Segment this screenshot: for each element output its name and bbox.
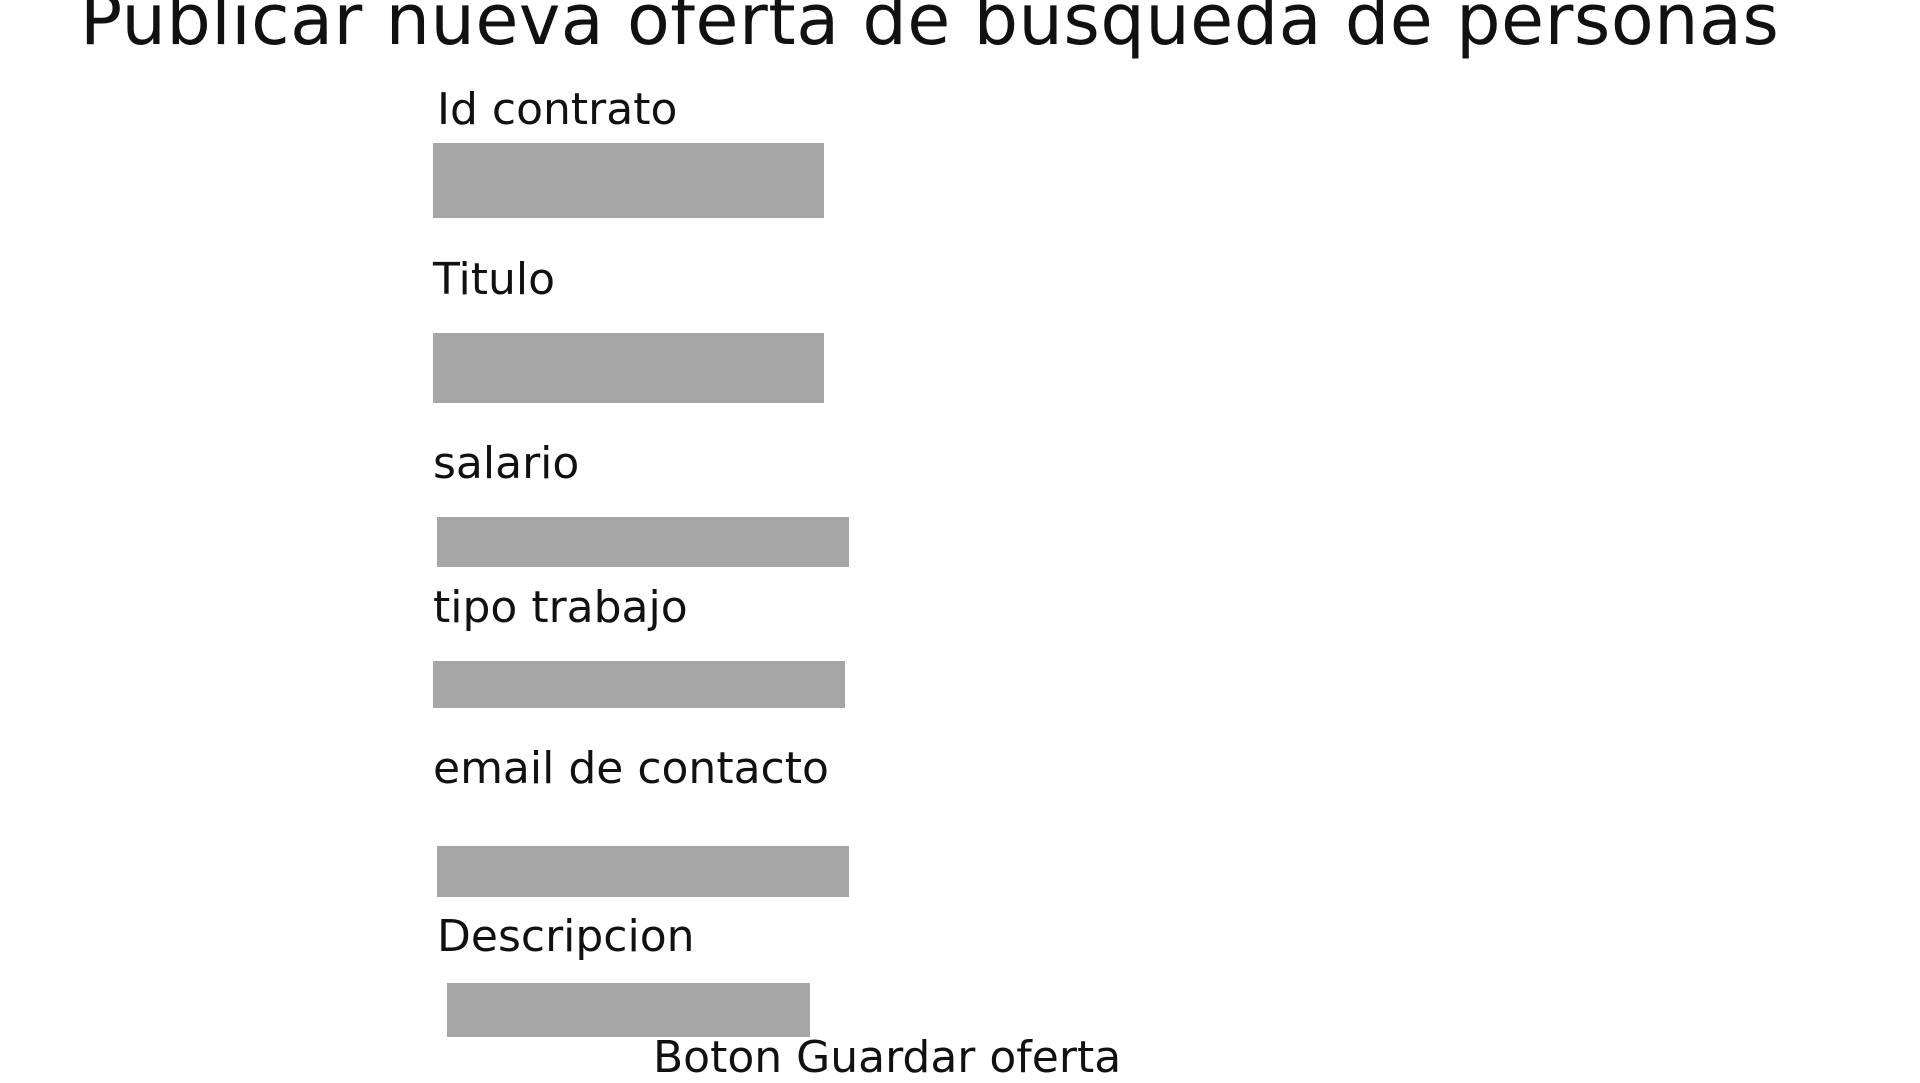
titulo-label: Titulo [433, 254, 556, 305]
tipo-trabajo-label: tipo trabajo [433, 582, 688, 633]
save-offer-button[interactable]: Boton Guardar oferta [653, 1032, 1122, 1083]
email-de-contacto-label: email de contacto [433, 743, 829, 794]
id-contrato-field[interactable] [433, 143, 824, 218]
descripcion-field[interactable] [447, 983, 810, 1037]
salario-label: salario [433, 438, 580, 489]
salario-field[interactable] [437, 517, 849, 567]
email-de-contacto-field[interactable] [437, 846, 849, 897]
id-contrato-label: Id contrato [437, 84, 678, 135]
page-title: Publicar nueva oferta de busqueda de per… [80, 0, 1780, 61]
titulo-field[interactable] [433, 333, 824, 403]
descripcion-label: Descripcion [437, 911, 695, 962]
tipo-trabajo-field[interactable] [433, 661, 845, 708]
